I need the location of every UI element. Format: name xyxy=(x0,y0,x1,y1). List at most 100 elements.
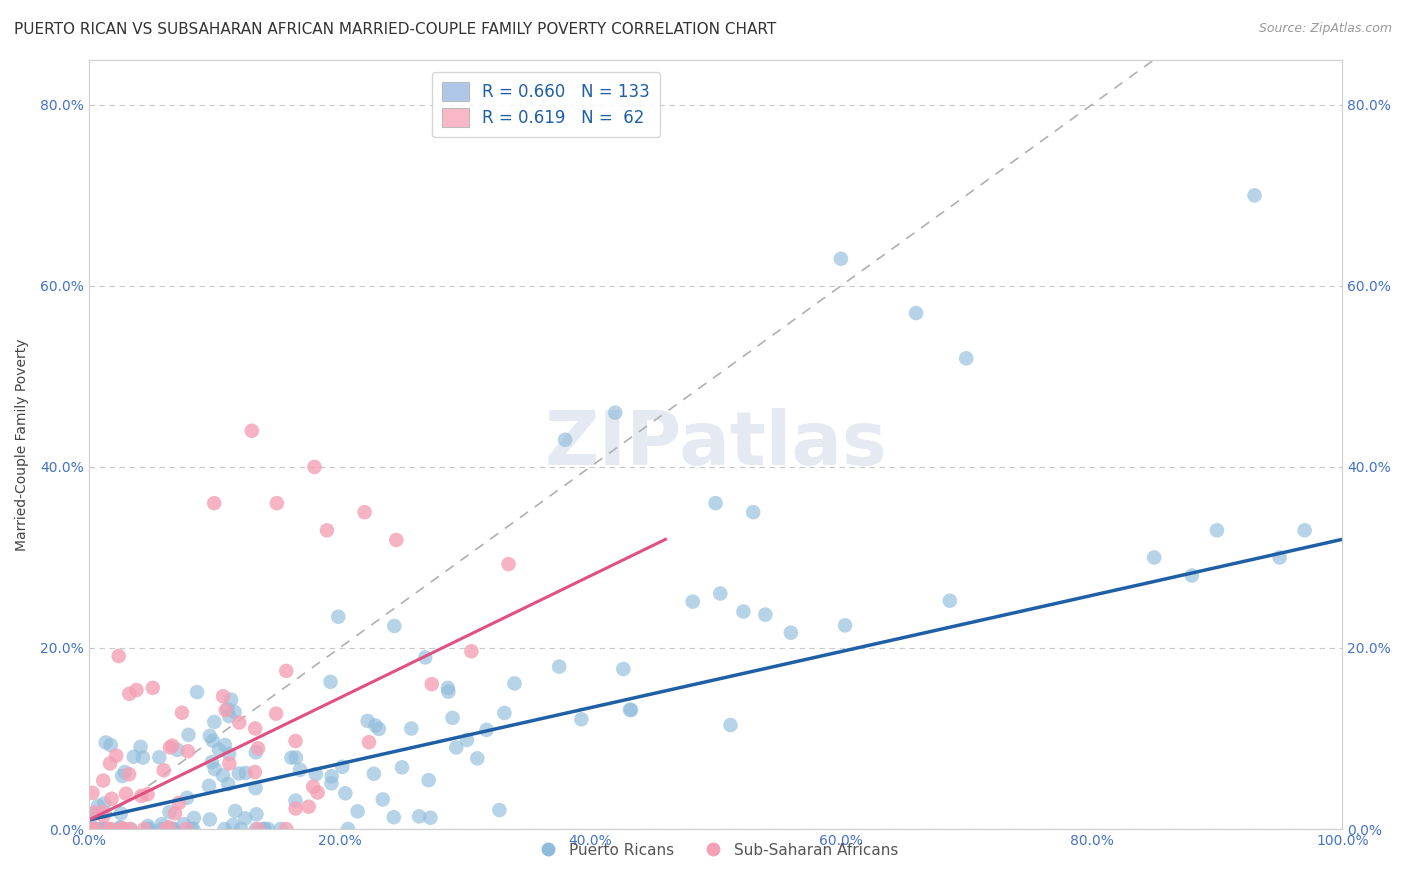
Point xyxy=(198,729,221,743)
Point xyxy=(111,822,134,836)
Point xyxy=(385,533,408,547)
Point xyxy=(198,813,221,827)
Point xyxy=(247,741,270,756)
Point xyxy=(91,773,114,788)
Point xyxy=(298,799,321,814)
Point xyxy=(214,822,236,836)
Point xyxy=(202,496,225,510)
Point xyxy=(84,822,107,836)
Point xyxy=(548,659,571,673)
Point xyxy=(253,822,276,836)
Point xyxy=(321,776,343,790)
Point xyxy=(830,252,852,266)
Point xyxy=(138,822,160,836)
Point xyxy=(382,619,405,633)
Point xyxy=(1294,524,1316,538)
Point xyxy=(371,792,394,806)
Point xyxy=(90,822,112,836)
Point xyxy=(150,817,173,831)
Point xyxy=(245,807,267,822)
Point xyxy=(166,743,188,757)
Point xyxy=(619,703,641,717)
Point xyxy=(129,739,152,754)
Point xyxy=(742,505,765,519)
Point xyxy=(214,738,236,752)
Point xyxy=(346,805,368,819)
Point xyxy=(408,809,430,823)
Point xyxy=(276,664,298,678)
Point xyxy=(159,740,181,755)
Point xyxy=(142,681,165,695)
Point xyxy=(111,769,134,783)
Point xyxy=(335,786,357,800)
Point xyxy=(280,750,302,764)
Point xyxy=(319,674,342,689)
Point xyxy=(284,750,307,764)
Text: Source: ZipAtlas.com: Source: ZipAtlas.com xyxy=(1258,22,1392,36)
Point xyxy=(364,718,387,732)
Point xyxy=(201,755,224,769)
Point xyxy=(709,586,731,600)
Point xyxy=(212,768,235,782)
Point xyxy=(148,750,170,764)
Point xyxy=(100,738,122,752)
Point xyxy=(204,762,226,776)
Point xyxy=(270,822,292,836)
Point xyxy=(93,797,115,811)
Text: PUERTO RICAN VS SUBSAHARAN AFRICAN MARRIED-COUPLE FAMILY POVERTY CORRELATION CHA: PUERTO RICAN VS SUBSAHARAN AFRICAN MARRI… xyxy=(14,22,776,37)
Point xyxy=(418,773,440,788)
Point xyxy=(217,777,239,791)
Point xyxy=(202,714,225,729)
Point xyxy=(218,709,240,723)
Point xyxy=(240,424,263,438)
Point xyxy=(307,785,329,799)
Point xyxy=(288,763,311,777)
Point xyxy=(1181,568,1204,582)
Legend: Puerto Ricans, Sub-Saharan Africans: Puerto Ricans, Sub-Saharan Africans xyxy=(527,837,904,863)
Point xyxy=(159,805,181,819)
Point xyxy=(284,734,307,748)
Point xyxy=(100,791,122,805)
Point xyxy=(316,524,339,538)
Point xyxy=(82,786,104,800)
Point xyxy=(444,740,467,755)
Point xyxy=(382,810,405,824)
Point xyxy=(150,822,173,836)
Point xyxy=(612,662,634,676)
Point xyxy=(357,735,380,749)
Point xyxy=(328,609,350,624)
Point xyxy=(245,745,267,759)
Point xyxy=(605,406,627,420)
Point xyxy=(834,618,856,632)
Point xyxy=(215,703,238,717)
Point xyxy=(83,805,105,820)
Point xyxy=(94,735,117,749)
Point xyxy=(97,822,120,836)
Point xyxy=(134,822,156,836)
Point xyxy=(332,760,354,774)
Point xyxy=(356,714,378,728)
Point xyxy=(437,684,460,698)
Point xyxy=(163,806,186,821)
Point xyxy=(905,306,928,320)
Point xyxy=(218,756,240,771)
Point xyxy=(284,801,307,815)
Point xyxy=(419,811,441,825)
Point xyxy=(131,789,153,803)
Point xyxy=(569,712,592,726)
Point xyxy=(498,557,520,571)
Point xyxy=(110,806,132,821)
Point xyxy=(177,728,200,742)
Point xyxy=(160,822,183,836)
Point xyxy=(754,607,776,622)
Point xyxy=(276,822,298,836)
Point xyxy=(456,732,478,747)
Point xyxy=(284,794,307,808)
Point xyxy=(152,764,174,778)
Point xyxy=(93,809,115,823)
Point xyxy=(163,822,186,836)
Point xyxy=(94,822,117,836)
Point xyxy=(488,803,510,817)
Point xyxy=(136,819,159,833)
Point xyxy=(367,722,389,736)
